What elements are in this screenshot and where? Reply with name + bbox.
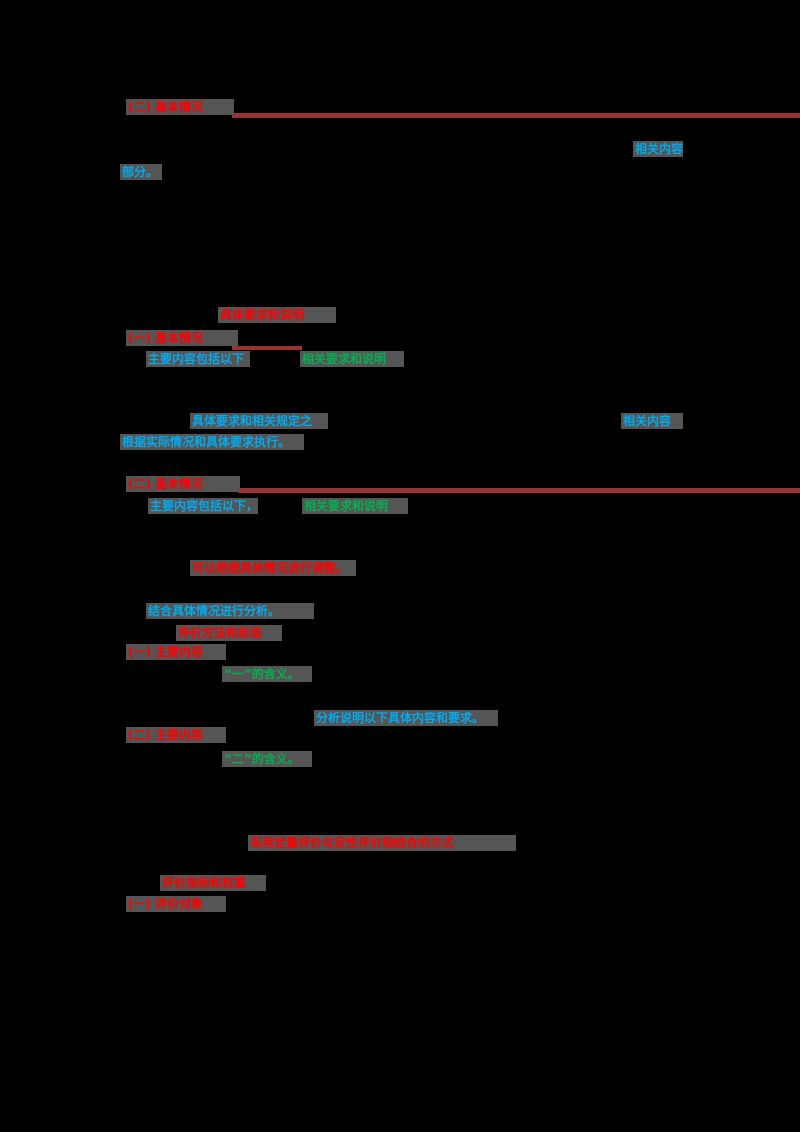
section-heading: (一) 主要内容	[126, 644, 226, 660]
section-heading: (一) 基本情况	[126, 330, 238, 346]
highlight-phrase: “二”的含义。	[222, 751, 312, 767]
highlight-phrase: “一”的含义。	[222, 666, 312, 682]
highlight-phrase: 评价方法和标准	[176, 625, 282, 641]
highlight-phrase: 具体要求和说明	[218, 307, 336, 323]
section-rule-1	[232, 113, 800, 118]
highlight-phrase: 主要内容包括以下	[146, 351, 250, 367]
highlight-phrase: 相关要求和说明	[300, 351, 404, 367]
highlight-phrase: 根据实际情况和具体要求执行。	[120, 434, 304, 450]
highlight-phrase: 采用定量评价与定性评价相结合的方式	[248, 835, 516, 851]
section-heading: (二) 基本情况	[126, 476, 240, 492]
highlight-phrase: 可以根据具体情况进行调整。	[190, 560, 356, 576]
section-heading: (二) 基本情况	[126, 99, 234, 115]
section-heading: (二) 主要内容	[126, 727, 226, 743]
highlight-phrase: 相关内容	[621, 413, 683, 429]
highlight-phrase: 评价指标和权重	[160, 875, 266, 891]
section-rule-3	[238, 488, 800, 493]
highlight-phrase: 部分。	[120, 164, 162, 180]
highlight-phrase: 结合具体情况进行分析。	[146, 603, 314, 619]
section-rule-2	[232, 346, 302, 350]
highlight-phrase: 具体要求和相关规定之	[190, 413, 328, 429]
highlight-phrase: 相关内容	[633, 141, 683, 157]
highlight-phrase: 分析说明以下具体内容和要求。	[314, 710, 498, 726]
highlight-phrase: 相关要求和说明	[302, 498, 408, 514]
highlight-phrase: 主要内容包括以下，	[148, 498, 258, 514]
section-heading: (一) 评价对象	[126, 896, 226, 912]
